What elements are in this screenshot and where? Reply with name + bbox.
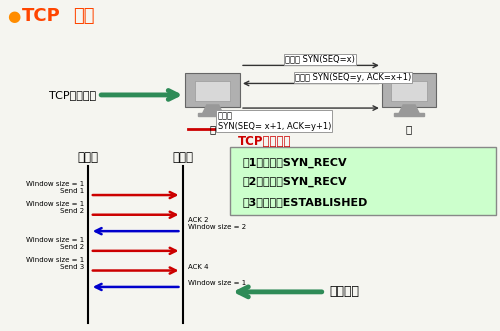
Text: 主机甲: 主机甲 <box>78 151 99 164</box>
Text: 协议: 协议 <box>74 7 95 25</box>
FancyBboxPatch shape <box>230 147 496 215</box>
Text: TCP三次握手: TCP三次握手 <box>48 90 96 100</box>
Text: Window size = 1
Send 1: Window size = 1 Send 1 <box>26 181 84 194</box>
FancyBboxPatch shape <box>392 81 427 101</box>
Polygon shape <box>399 105 419 113</box>
Text: ●: ● <box>8 9 20 24</box>
Text: TCP连接状态: TCP连接状态 <box>238 135 291 148</box>
Text: 乙: 乙 <box>406 124 412 134</box>
Text: 第一次 SYN(SEQ=x): 第一次 SYN(SEQ=x) <box>285 55 354 64</box>
Text: ACK 2
Window size = 2: ACK 2 Window size = 2 <box>188 217 246 230</box>
FancyBboxPatch shape <box>186 73 240 107</box>
Text: 第二次 SYN(SEQ=y, ACK=x+1): 第二次 SYN(SEQ=y, ACK=x+1) <box>295 73 411 82</box>
Text: ACK 4: ACK 4 <box>188 263 208 269</box>
Text: 主机乙: 主机乙 <box>172 151 194 164</box>
Text: Window size = 1: Window size = 1 <box>188 280 246 286</box>
Polygon shape <box>198 113 228 116</box>
Text: TCP: TCP <box>22 7 61 25</box>
FancyBboxPatch shape <box>195 81 230 101</box>
Text: 第1次握手：SYN_RECV: 第1次握手：SYN_RECV <box>242 158 347 168</box>
Text: 可靠传输: 可靠传输 <box>330 285 360 298</box>
Text: Window size = 1
Send 2: Window size = 1 Send 2 <box>26 201 84 214</box>
Text: 甲: 甲 <box>210 124 216 134</box>
Text: 第三次
SYN(SEQ= x+1, ACK=y+1): 第三次 SYN(SEQ= x+1, ACK=y+1) <box>218 111 331 131</box>
Polygon shape <box>203 105 222 113</box>
Text: Window size = 1
Send 3: Window size = 1 Send 3 <box>26 257 84 269</box>
FancyBboxPatch shape <box>382 73 436 107</box>
Text: 第2次握手：SYN_RECV: 第2次握手：SYN_RECV <box>242 177 347 187</box>
Text: 第3次握手：ESTABLISHED: 第3次握手：ESTABLISHED <box>242 197 368 207</box>
Text: Window size = 1
Send 2: Window size = 1 Send 2 <box>26 237 84 250</box>
Polygon shape <box>394 113 424 116</box>
